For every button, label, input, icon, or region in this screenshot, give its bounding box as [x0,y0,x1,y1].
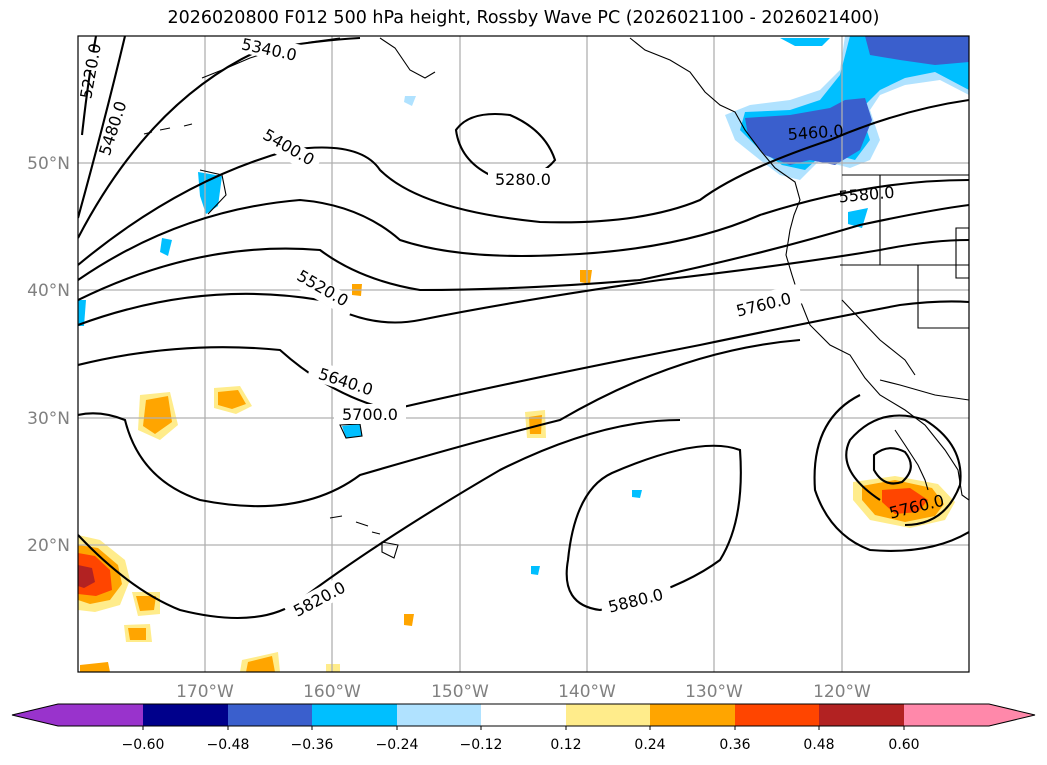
colorbar-segment [650,704,735,726]
colorbar-tick: 0.24 [634,737,665,753]
colorbar-extend-high [989,704,1035,726]
colorbar-segment [735,704,819,726]
contour-label-5700: 5700.0 [342,405,398,424]
latitude-labels: 50°N 40°N 30°N 20°N [27,154,70,556]
colorbar-extend-low [12,704,58,726]
colorbar-segment [566,704,650,726]
colorbar-tick: −0.48 [207,737,250,753]
contour-label-5280: 5280.0 [495,170,551,189]
shaded-anomalies [78,36,969,672]
lon-label-120w: 120°W [813,682,871,702]
colorbar-segment [397,704,481,726]
contour-label-5460: 5460.0 [787,121,844,144]
lat-label-40n: 40°N [27,281,70,301]
colorbar-segment [904,704,989,726]
colorbar-tick: −0.36 [291,737,334,753]
longitude-labels: 170°W 160°W 150°W 140°W 130°W 120°W [176,682,871,702]
lon-label-150w: 150°W [431,682,489,702]
lon-label-170w: 170°W [176,682,234,702]
colorbar-segment [143,704,228,726]
colorbar-tick: 0.12 [550,737,581,753]
height-contours [78,36,969,620]
lon-label-160w: 160°W [303,682,361,702]
colorbar-segment [312,704,397,726]
colorbar-segment [819,704,904,726]
colorbar-tick: −0.24 [376,737,419,753]
colorbar-segment [58,704,143,726]
colorbar-segment [481,704,566,726]
lat-label-50n: 50°N [27,154,70,174]
colorbar-tick: 0.48 [803,737,834,753]
colorbar-tick: −0.60 [122,737,165,753]
map-frame [77,35,970,673]
colorbar: −0.60 −0.48 −0.36 −0.24 −0.12 0.12 0.24 … [11,703,1036,753]
lon-label-140w: 140°W [558,682,616,702]
lon-label-130w: 130°W [685,682,743,702]
contour-label-5580: 5580.0 [838,183,895,207]
colorbar-segment [228,704,312,726]
lat-label-30n: 30°N [27,409,70,429]
colorbar-tick: −0.12 [460,737,503,753]
lat-label-20n: 20°N [27,536,70,556]
map-title: 2026020800 F012 500 hPa height, Rossby W… [167,8,880,28]
colorbar-tick: 0.36 [719,737,750,753]
colorbar-tick: 0.60 [888,737,919,753]
